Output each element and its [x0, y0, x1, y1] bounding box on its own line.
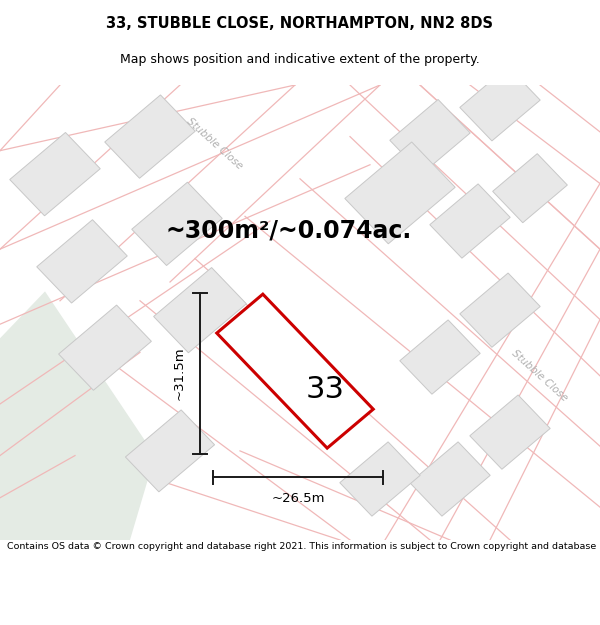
Text: ~31.5m: ~31.5m: [173, 347, 186, 400]
Text: 33: 33: [305, 376, 344, 404]
Text: ~26.5m: ~26.5m: [271, 492, 325, 505]
Polygon shape: [217, 294, 373, 448]
Polygon shape: [460, 67, 540, 141]
Polygon shape: [400, 320, 480, 394]
Text: Map shows position and indicative extent of the property.: Map shows position and indicative extent…: [120, 52, 480, 66]
Text: Contains OS data © Crown copyright and database right 2021. This information is : Contains OS data © Crown copyright and d…: [7, 542, 600, 551]
Polygon shape: [345, 142, 455, 244]
Polygon shape: [430, 184, 510, 258]
Polygon shape: [105, 95, 195, 178]
Polygon shape: [470, 395, 550, 469]
Polygon shape: [125, 410, 215, 492]
Text: Stubble Close: Stubble Close: [185, 116, 245, 171]
Polygon shape: [37, 220, 127, 303]
Polygon shape: [59, 305, 151, 390]
Polygon shape: [410, 442, 490, 516]
Polygon shape: [493, 154, 568, 222]
Text: 33, STUBBLE CLOSE, NORTHAMPTON, NN2 8DS: 33, STUBBLE CLOSE, NORTHAMPTON, NN2 8DS: [107, 16, 493, 31]
Polygon shape: [460, 273, 540, 348]
Polygon shape: [132, 182, 222, 266]
Polygon shape: [390, 99, 470, 174]
Polygon shape: [340, 442, 420, 516]
Polygon shape: [10, 132, 100, 216]
Polygon shape: [154, 268, 247, 352]
Text: Stubble Close: Stubble Close: [510, 348, 570, 403]
Text: ~300m²/~0.074ac.: ~300m²/~0.074ac.: [165, 218, 411, 242]
Polygon shape: [0, 291, 155, 540]
